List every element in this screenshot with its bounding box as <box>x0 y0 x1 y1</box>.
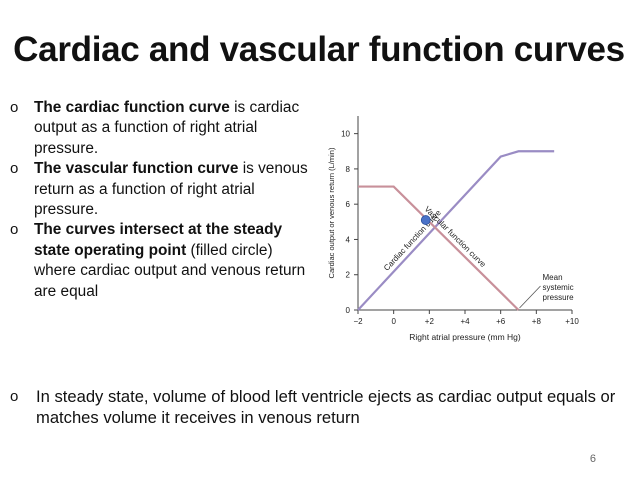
bullet-cardiac-function: o The cardiac function curve is cardiac … <box>10 98 310 159</box>
mean-systemic-pressure-label: Mean <box>543 273 563 282</box>
bullet-steady-state: o In steady state, volume of blood left … <box>10 386 620 428</box>
bullet-text: In steady state, volume of blood left ve… <box>36 387 616 427</box>
bullet-rest-text: is venous return as a function of right … <box>34 160 308 219</box>
bullet-bold-text: The cardiac function curve <box>34 99 230 116</box>
bullet-rest-text: (filled circle) where cardiac output and… <box>34 241 306 300</box>
mean-systemic-pressure-label: systemic <box>543 283 574 292</box>
cardiac-function-line <box>357 150 555 311</box>
y-tick-label: 2 <box>346 271 351 280</box>
vascular-function-line <box>358 185 520 311</box>
bullet-marker: o <box>10 160 19 178</box>
slide-title: Cardiac and vascular function curves <box>13 30 625 69</box>
mean-systemic-pressure-pointer <box>519 285 541 309</box>
vascular-function-label: Vascular function curve <box>423 205 488 270</box>
y-tick-label: 0 <box>346 306 351 315</box>
x-tick-label: +2 <box>425 317 435 326</box>
bullet-bold-text: The curves intersect at the steady state… <box>34 221 283 259</box>
y-tick-label: 6 <box>346 200 351 209</box>
bullet-rest-text: is cardiac output as a function of right… <box>34 99 300 157</box>
bullet-intersection: o The curves intersect at the steady sta… <box>10 220 310 302</box>
bullet-text: The vascular function curve is venous re… <box>34 159 310 220</box>
bullet-list: o The cardiac function curve is cardiac … <box>10 98 310 302</box>
bullet-marker: o <box>10 388 19 405</box>
bullet-marker: o <box>10 221 19 239</box>
mean-systemic-pressure-label: pressure <box>543 293 575 302</box>
x-tick-label: +4 <box>460 317 470 326</box>
y-axis-label: Cardiac output or venous return (L/min) <box>327 147 336 278</box>
y-tick-label: 8 <box>346 165 351 174</box>
page-number: 6 <box>589 453 596 465</box>
x-tick-label: −2 <box>353 317 363 326</box>
bullet-bold-text: The vascular function curve <box>34 160 239 178</box>
bullet-text: The cardiac function curve is cardiac ou… <box>34 98 310 159</box>
x-tick-label: +8 <box>532 317 542 326</box>
x-tick-label: +10 <box>565 317 579 326</box>
bullet-marker: o <box>10 99 19 116</box>
operating-point-marker <box>420 215 431 225</box>
y-tick-label: 4 <box>346 235 351 244</box>
x-tick-label: +6 <box>496 317 506 326</box>
x-tick-label: 0 <box>391 317 396 326</box>
bullet-vascular-function: o The vascular function curve is venous … <box>10 159 310 220</box>
x-axis-label: Right atrial pressure (mm Hg) <box>409 332 521 342</box>
y-tick-label: 10 <box>341 130 350 139</box>
bullet-text: The curves intersect at the steady state… <box>34 220 310 302</box>
